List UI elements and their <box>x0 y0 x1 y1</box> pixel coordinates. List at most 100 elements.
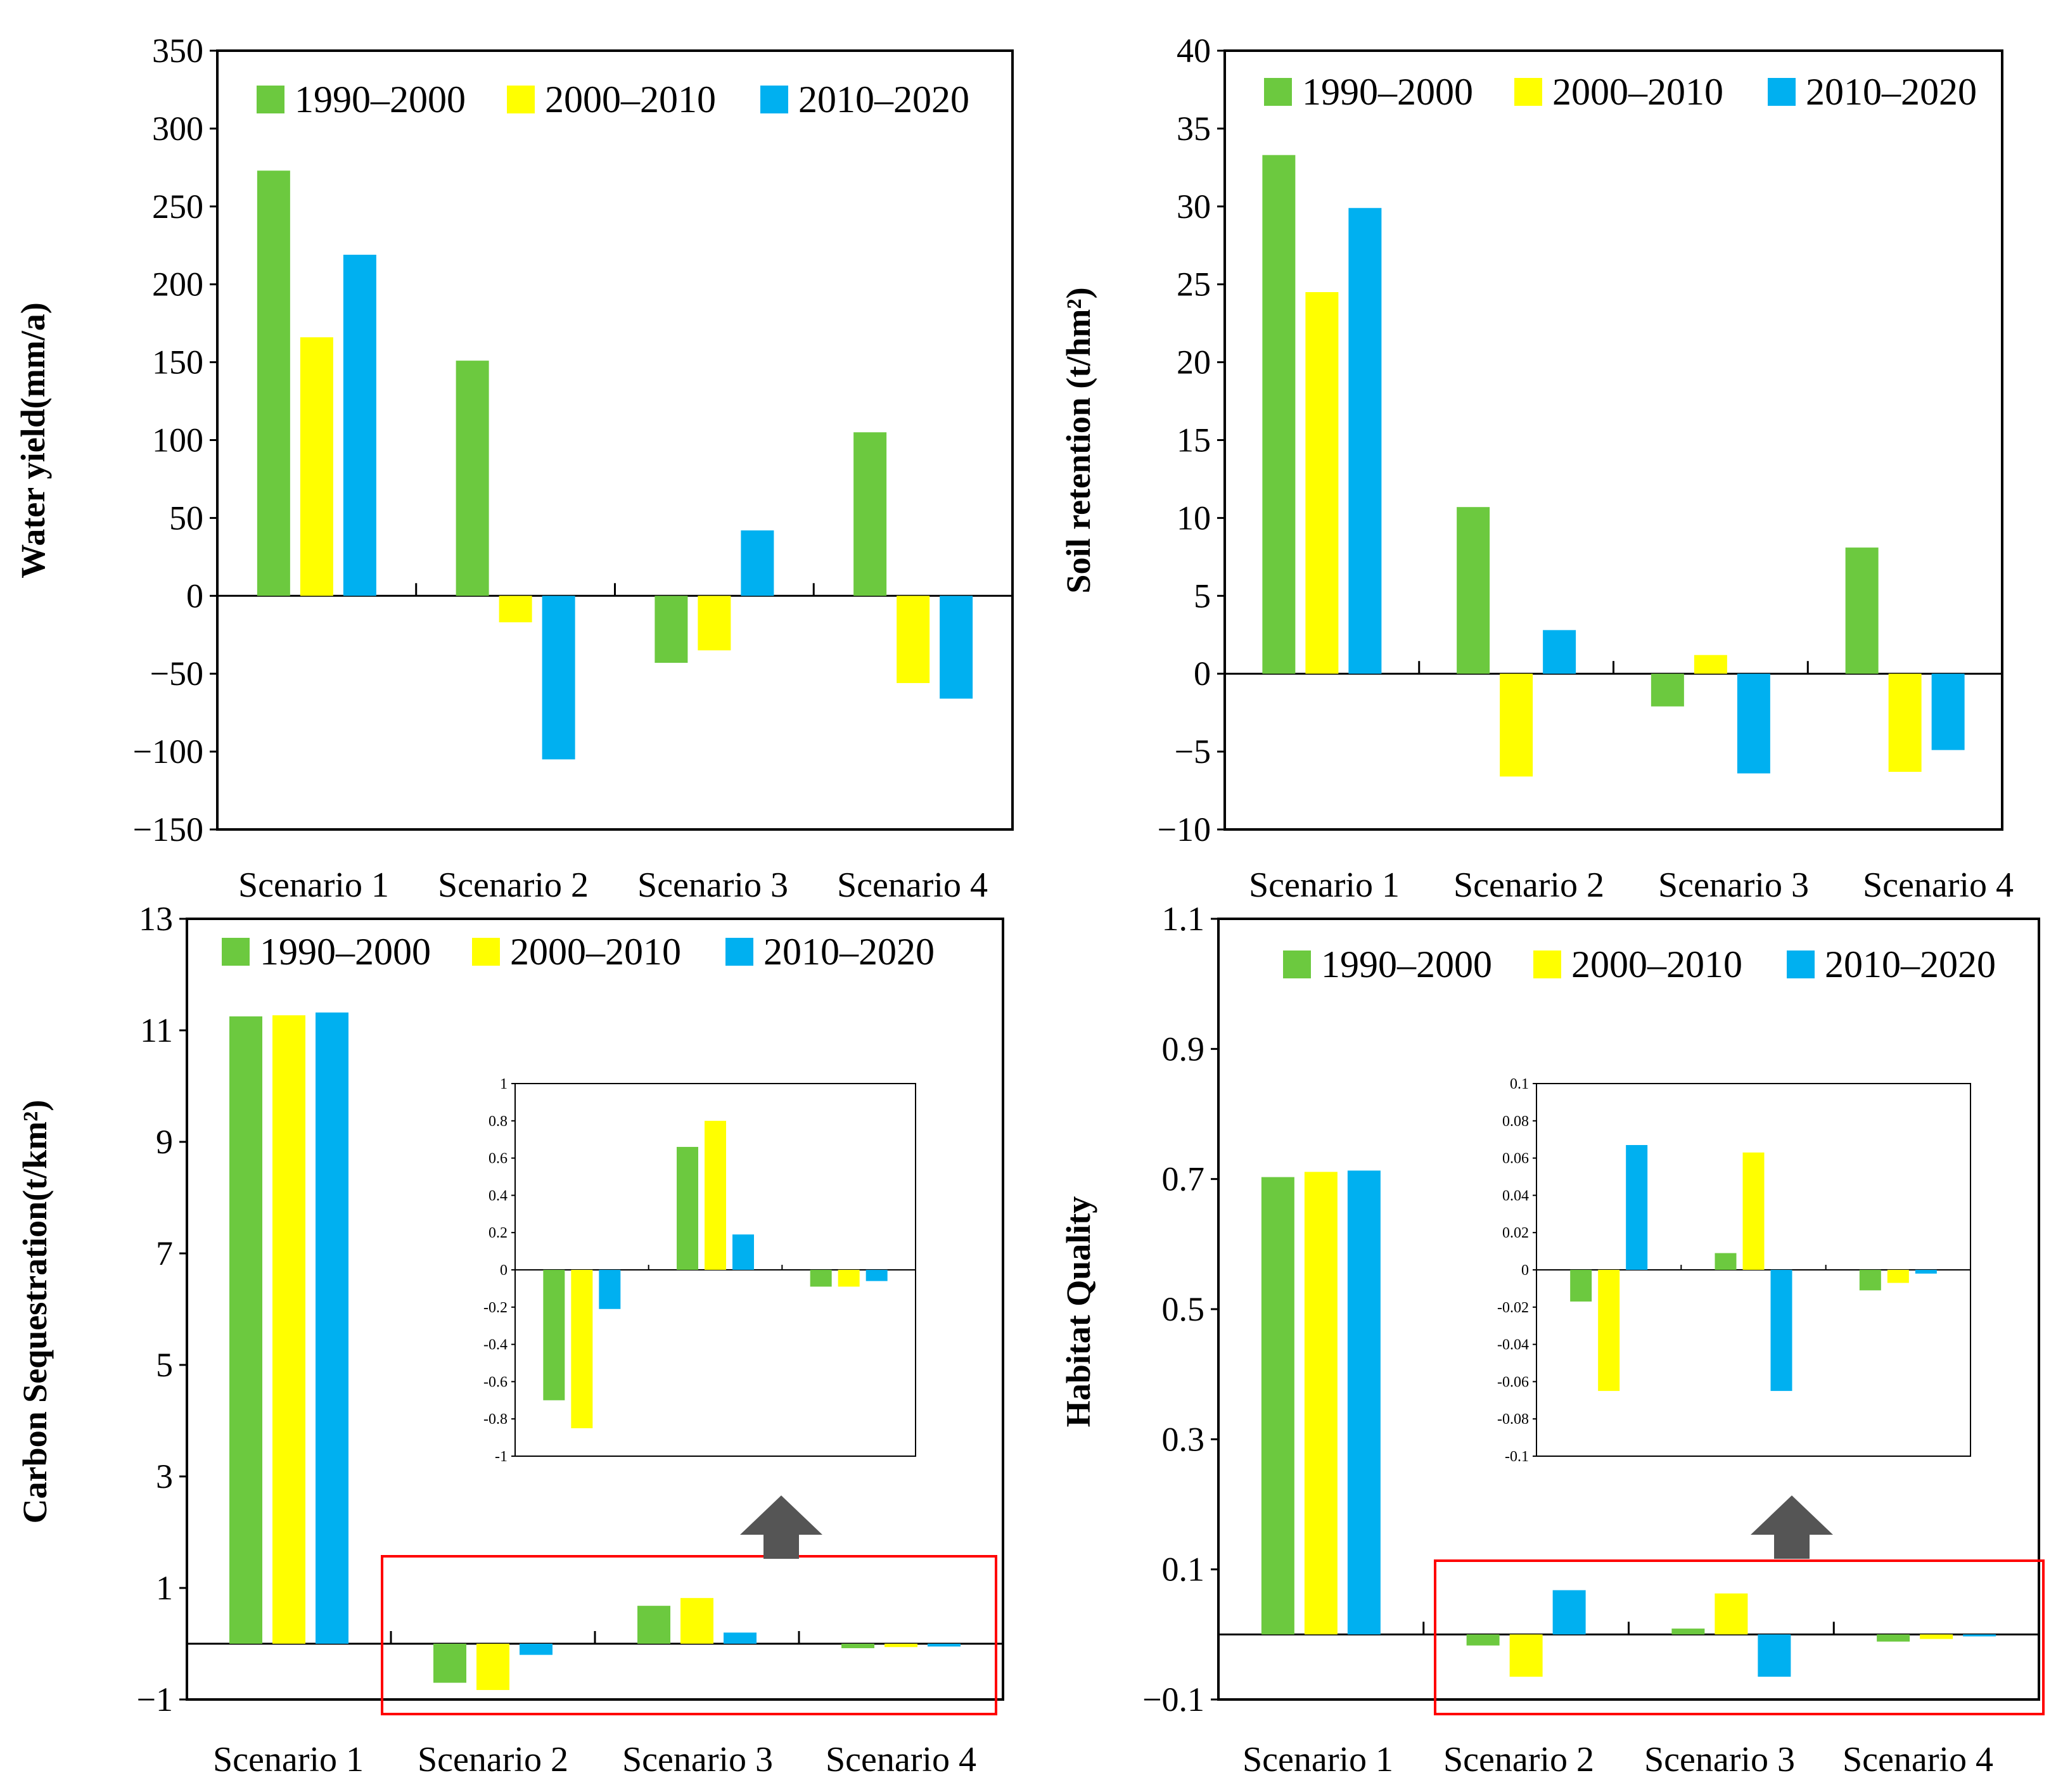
y-tick-label: 20 <box>1177 343 1211 381</box>
bar <box>1304 1172 1338 1635</box>
bar <box>698 596 731 651</box>
x-category-label: Scenario 1 <box>238 866 389 905</box>
y-tick-label: 1.1 <box>1162 900 1205 938</box>
inset-bar <box>838 1270 860 1287</box>
inset-y-tick-label: -0.02 <box>1497 1300 1529 1316</box>
bar <box>300 337 333 596</box>
y-tick-label: 200 <box>152 266 203 304</box>
inset-bar <box>1626 1145 1648 1270</box>
y-tick-label: 350 <box>152 32 203 70</box>
bar <box>1457 507 1490 674</box>
y-tick-label: 0.3 <box>1162 1420 1205 1458</box>
plot-frame <box>186 918 1004 1701</box>
zoom-arrow-icon <box>1751 1495 1833 1559</box>
bar <box>499 596 532 623</box>
legend-label: 1990–2000 <box>295 79 466 120</box>
inset-y-tick-label: 0.6 <box>489 1151 508 1167</box>
y-tick-label: 150 <box>152 343 203 381</box>
bar <box>456 361 489 596</box>
y-tick-label: 1 <box>156 1569 173 1607</box>
y-tick-label: 300 <box>152 110 203 148</box>
inset-bar <box>1887 1270 1909 1283</box>
bar <box>272 1015 305 1644</box>
x-category-label: Scenario 4 <box>1843 1740 1993 1779</box>
legend-label: 1990–2000 <box>260 931 431 973</box>
legend-label: 2010–2020 <box>1806 71 1977 113</box>
x-category-label: Scenario 1 <box>1242 1740 1393 1779</box>
bar <box>1262 155 1296 674</box>
inset-y-tick-label: -0.1 <box>1505 1449 1529 1465</box>
inset-chart: -0.1 -0.08 -0.06 -0.04 -0.02 0 0.02 0.04 0.06 0.0… <box>1497 1076 1971 1465</box>
inset-y-tick-label: -0.08 <box>1497 1411 1529 1428</box>
zoom-arrow-icon <box>740 1495 822 1559</box>
legend-label: 2000–2010 <box>1552 71 1723 113</box>
inset-y-tick-label: 0.04 <box>1502 1187 1529 1204</box>
legend-label: 2000–2010 <box>1571 944 1742 985</box>
inset-y-tick-label: -0.4 <box>483 1337 508 1354</box>
bar <box>680 1597 713 1644</box>
inset-chart: -1 -0.8 -0.6 -0.4 -0.2 0 0.2 0.4 0.6 0.8 1 <box>483 1076 916 1465</box>
x-category-label: Scenario 2 <box>438 866 589 905</box>
x-category-label: Scenario 1 <box>1249 866 1400 905</box>
y-tick-label: 40 <box>1177 32 1211 70</box>
inset-y-tick-label: 0 <box>1521 1262 1529 1279</box>
y-tick-label: −50 <box>150 655 203 693</box>
bar <box>1552 1590 1586 1635</box>
inset-bar <box>1859 1270 1881 1291</box>
y-tick-label: 13 <box>139 900 173 938</box>
y-tick-label: 100 <box>152 421 203 459</box>
bar <box>1737 674 1770 774</box>
inset-y-tick-label: -0.8 <box>483 1411 508 1428</box>
bar <box>1651 674 1684 707</box>
inset-y-tick-label: 0.08 <box>1502 1113 1529 1130</box>
bar <box>1845 547 1879 674</box>
x-category-label: Scenario 4 <box>1863 866 2014 905</box>
bar <box>520 1644 552 1655</box>
legend-label: 1990–2000 <box>1302 71 1473 113</box>
x-category-label: Scenario 3 <box>1644 1740 1795 1779</box>
y-tick-label: 250 <box>152 188 203 226</box>
bar <box>1920 1634 1953 1639</box>
bar <box>1261 1177 1294 1635</box>
bar <box>343 254 376 596</box>
x-category-label: Scenario 3 <box>1658 866 1809 905</box>
bar <box>1877 1634 1910 1642</box>
bar <box>1500 674 1533 777</box>
bar <box>724 1632 757 1644</box>
inset-bar <box>705 1120 726 1270</box>
bar <box>1348 208 1382 674</box>
y-tick-label: −5 <box>1175 733 1211 771</box>
x-category-label: Scenario 2 <box>418 1740 568 1779</box>
x-category-label: Scenario 4 <box>837 866 988 905</box>
inset-y-tick-label: 0.2 <box>489 1225 508 1241</box>
x-category-label: Scenario 3 <box>637 866 788 905</box>
bar <box>853 432 887 596</box>
bar <box>1466 1634 1500 1646</box>
legend-swatch <box>1787 950 1815 978</box>
bar <box>542 596 575 760</box>
inset-bar <box>1570 1270 1592 1302</box>
x-category-label: Scenario 4 <box>826 1740 976 1779</box>
inset-bar <box>1915 1270 1937 1274</box>
bar <box>940 596 973 699</box>
inset-bar <box>677 1146 698 1270</box>
legend-swatch <box>222 938 250 966</box>
inset-bar <box>1715 1253 1737 1270</box>
inset-y-tick-label: -0.6 <box>483 1374 508 1390</box>
y-tick-label: 11 <box>140 1011 173 1049</box>
y-tick-label: 5 <box>156 1346 173 1384</box>
bar <box>257 170 290 596</box>
inset-bar <box>865 1270 888 1281</box>
y-tick-label: 0.7 <box>1162 1160 1205 1198</box>
inset-y-tick-label: -1 <box>495 1449 508 1465</box>
y-tick-label: 0.5 <box>1162 1290 1205 1328</box>
inset-y-tick-label: 0.1 <box>1510 1076 1529 1092</box>
bar <box>841 1644 874 1649</box>
bar <box>897 596 930 683</box>
bar <box>928 1644 961 1647</box>
inset-bar <box>810 1270 832 1287</box>
bar <box>1694 655 1727 674</box>
y-tick-label: 9 <box>156 1123 173 1161</box>
y-tick-label: 0 <box>186 577 203 615</box>
